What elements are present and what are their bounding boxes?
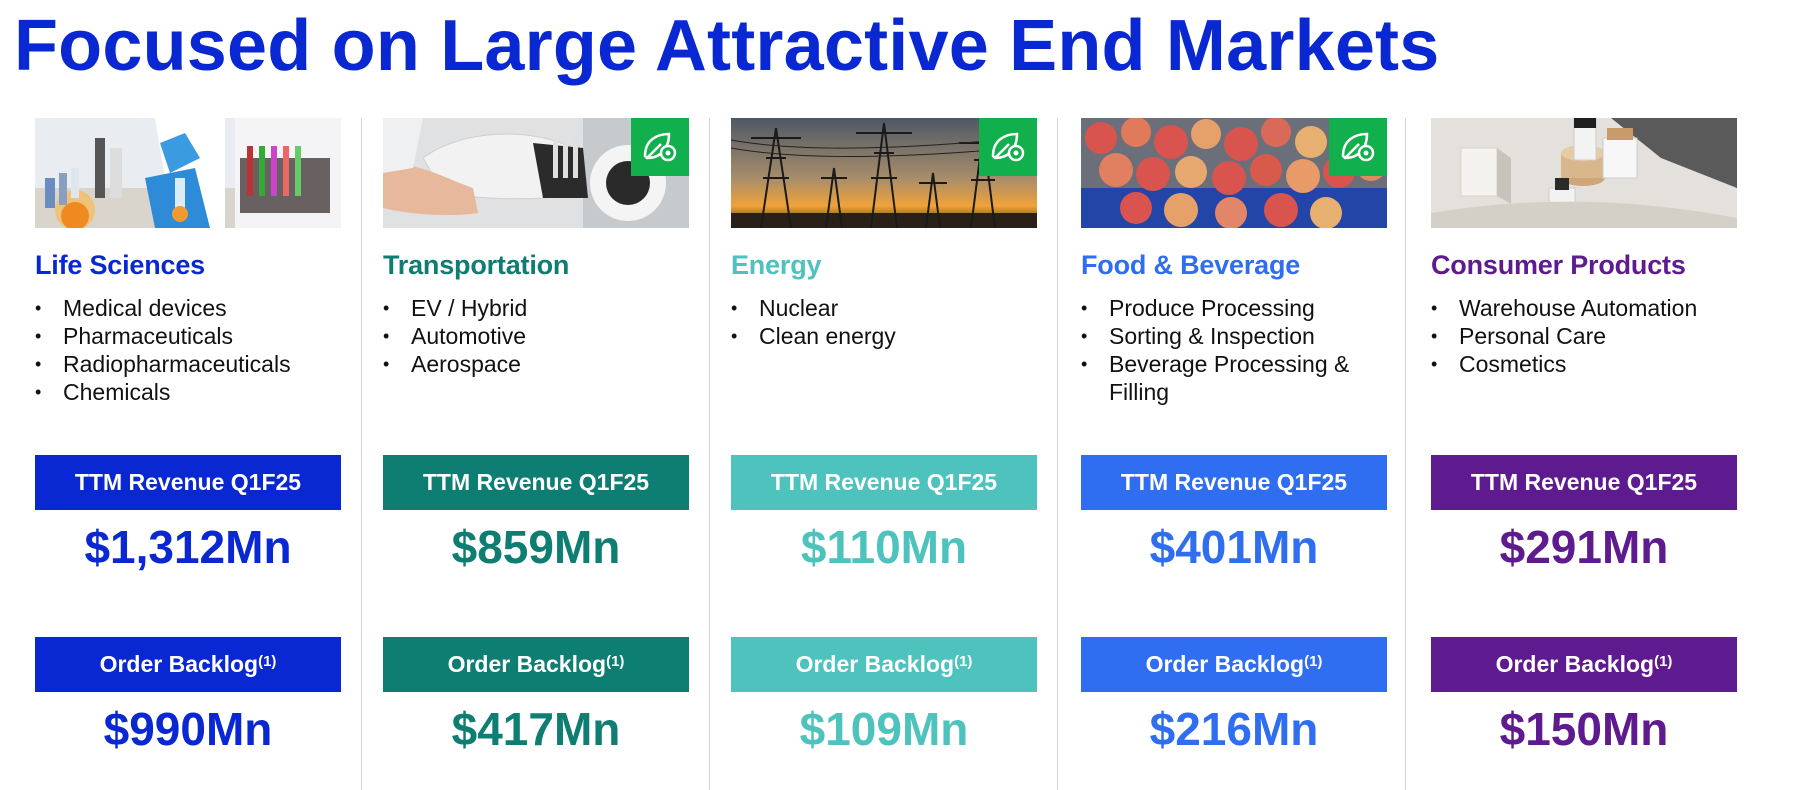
application-list: Nuclear Clean energy (731, 294, 1021, 350)
application-item: EV / Hybrid (383, 294, 673, 322)
revenue-label: TTM Revenue Q1F25 (1470, 469, 1698, 495)
ev-charger-photo (383, 118, 689, 228)
revenue-value: $1,312Mn (84, 521, 292, 573)
backlog-label: Order Backlog (1495, 651, 1655, 677)
footnote-marker: (1) (954, 653, 973, 670)
sustainability-badge (979, 118, 1037, 176)
backlog-label-box: Order Backlog (1) (1081, 637, 1387, 692)
application-item: Medical devices (35, 294, 325, 322)
revenue-value: $401Mn (1149, 521, 1319, 573)
revenue-label-box: TTM Revenue Q1F25 (1081, 455, 1387, 510)
backlog-label-box: Order Backlog (1) (1431, 637, 1737, 692)
power-lines-photo (731, 118, 1037, 228)
market-column-life-sciences: Life Sciences Medical devices Pharmaceut… (35, 118, 341, 790)
leaf-gear-icon (643, 132, 677, 162)
market-column-food-beverage: Food & Beverage Produce Processing Sorti… (1081, 118, 1387, 790)
revenue-label-box: TTM Revenue Q1F25 (731, 455, 1037, 510)
column-divider (1405, 118, 1406, 790)
backlog-value: $150Mn (1499, 703, 1669, 755)
market-title: Energy (731, 250, 822, 280)
backlog-value: $109Mn (799, 703, 969, 755)
market-column-energy: Energy Nuclear Clean energy TTM Revenue … (731, 118, 1037, 790)
revenue-label: TTM Revenue Q1F25 (422, 469, 650, 495)
application-list: Produce Processing Sorting & Inspection … (1081, 294, 1371, 406)
application-item: Sorting & Inspection (1081, 322, 1371, 350)
application-item: Personal Care (1431, 322, 1721, 350)
application-item: Pharmaceuticals (35, 322, 325, 350)
cosmetics-photo (1431, 118, 1737, 228)
backlog-label: Order Backlog (99, 651, 259, 677)
application-item: Cosmetics (1431, 350, 1721, 378)
application-item: Produce Processing (1081, 294, 1371, 322)
application-list: Warehouse Automation Personal Care Cosme… (1431, 294, 1721, 378)
column-divider (1057, 118, 1058, 790)
revenue-label: TTM Revenue Q1F25 (74, 469, 302, 495)
application-item: Automotive (383, 322, 673, 350)
market-column-consumer-products: Consumer Products Warehouse Automation P… (1431, 118, 1737, 790)
application-list: EV / Hybrid Automotive Aerospace (383, 294, 673, 378)
backlog-label-box: Order Backlog (1) (383, 637, 689, 692)
revenue-value: $859Mn (451, 521, 621, 573)
column-divider (709, 118, 710, 790)
revenue-value: $110Mn (800, 521, 968, 573)
revenue-label: TTM Revenue Q1F25 (1120, 469, 1348, 495)
sustainability-badge (631, 118, 689, 176)
backlog-value: $216Mn (1149, 703, 1319, 755)
backlog-label-box: Order Backlog (1) (35, 637, 341, 692)
revenue-value: $291Mn (1499, 521, 1669, 573)
market-title: Consumer Products (1431, 250, 1686, 280)
revenue-label-box: TTM Revenue Q1F25 (383, 455, 689, 510)
application-list: Medical devices Pharmaceuticals Radiopha… (35, 294, 325, 406)
backlog-label: Order Backlog (447, 651, 607, 677)
apples-photo (1081, 118, 1387, 228)
footnote-marker: (1) (1304, 653, 1323, 670)
revenue-label-box: TTM Revenue Q1F25 (1431, 455, 1737, 510)
column-divider (361, 118, 362, 790)
revenue-label-box: TTM Revenue Q1F25 (35, 455, 341, 510)
market-title: Food & Beverage (1081, 250, 1301, 280)
application-item: Beverage Processing & Filling (1081, 350, 1371, 406)
footnote-marker: (1) (606, 653, 625, 670)
footnote-marker: (1) (258, 653, 277, 670)
leaf-gear-icon (1341, 132, 1375, 162)
backlog-label: Order Backlog (1145, 651, 1305, 677)
revenue-label: TTM Revenue Q1F25 (770, 469, 998, 495)
backlog-value: $990Mn (103, 703, 273, 755)
market-column-transportation: Transportation EV / Hybrid Automotive Ae… (383, 118, 689, 790)
application-item: Warehouse Automation (1431, 294, 1721, 322)
application-item: Nuclear (731, 294, 1021, 322)
laboratory-photo (35, 118, 341, 228)
backlog-label-box: Order Backlog (1) (731, 637, 1037, 692)
market-title: Transportation (383, 250, 570, 280)
market-title: Life Sciences (35, 250, 205, 280)
application-item: Radiopharmaceuticals (35, 350, 325, 378)
backlog-value: $417Mn (451, 703, 621, 755)
page-title: Focused on Large Attractive End Markets (14, 6, 1440, 86)
application-item: Clean energy (731, 322, 1021, 350)
leaf-gear-icon (991, 132, 1025, 162)
backlog-label: Order Backlog (795, 651, 955, 677)
footnote-marker: (1) (1654, 653, 1673, 670)
application-item: Chemicals (35, 378, 325, 406)
application-item: Aerospace (383, 350, 673, 378)
sustainability-badge (1329, 118, 1387, 176)
